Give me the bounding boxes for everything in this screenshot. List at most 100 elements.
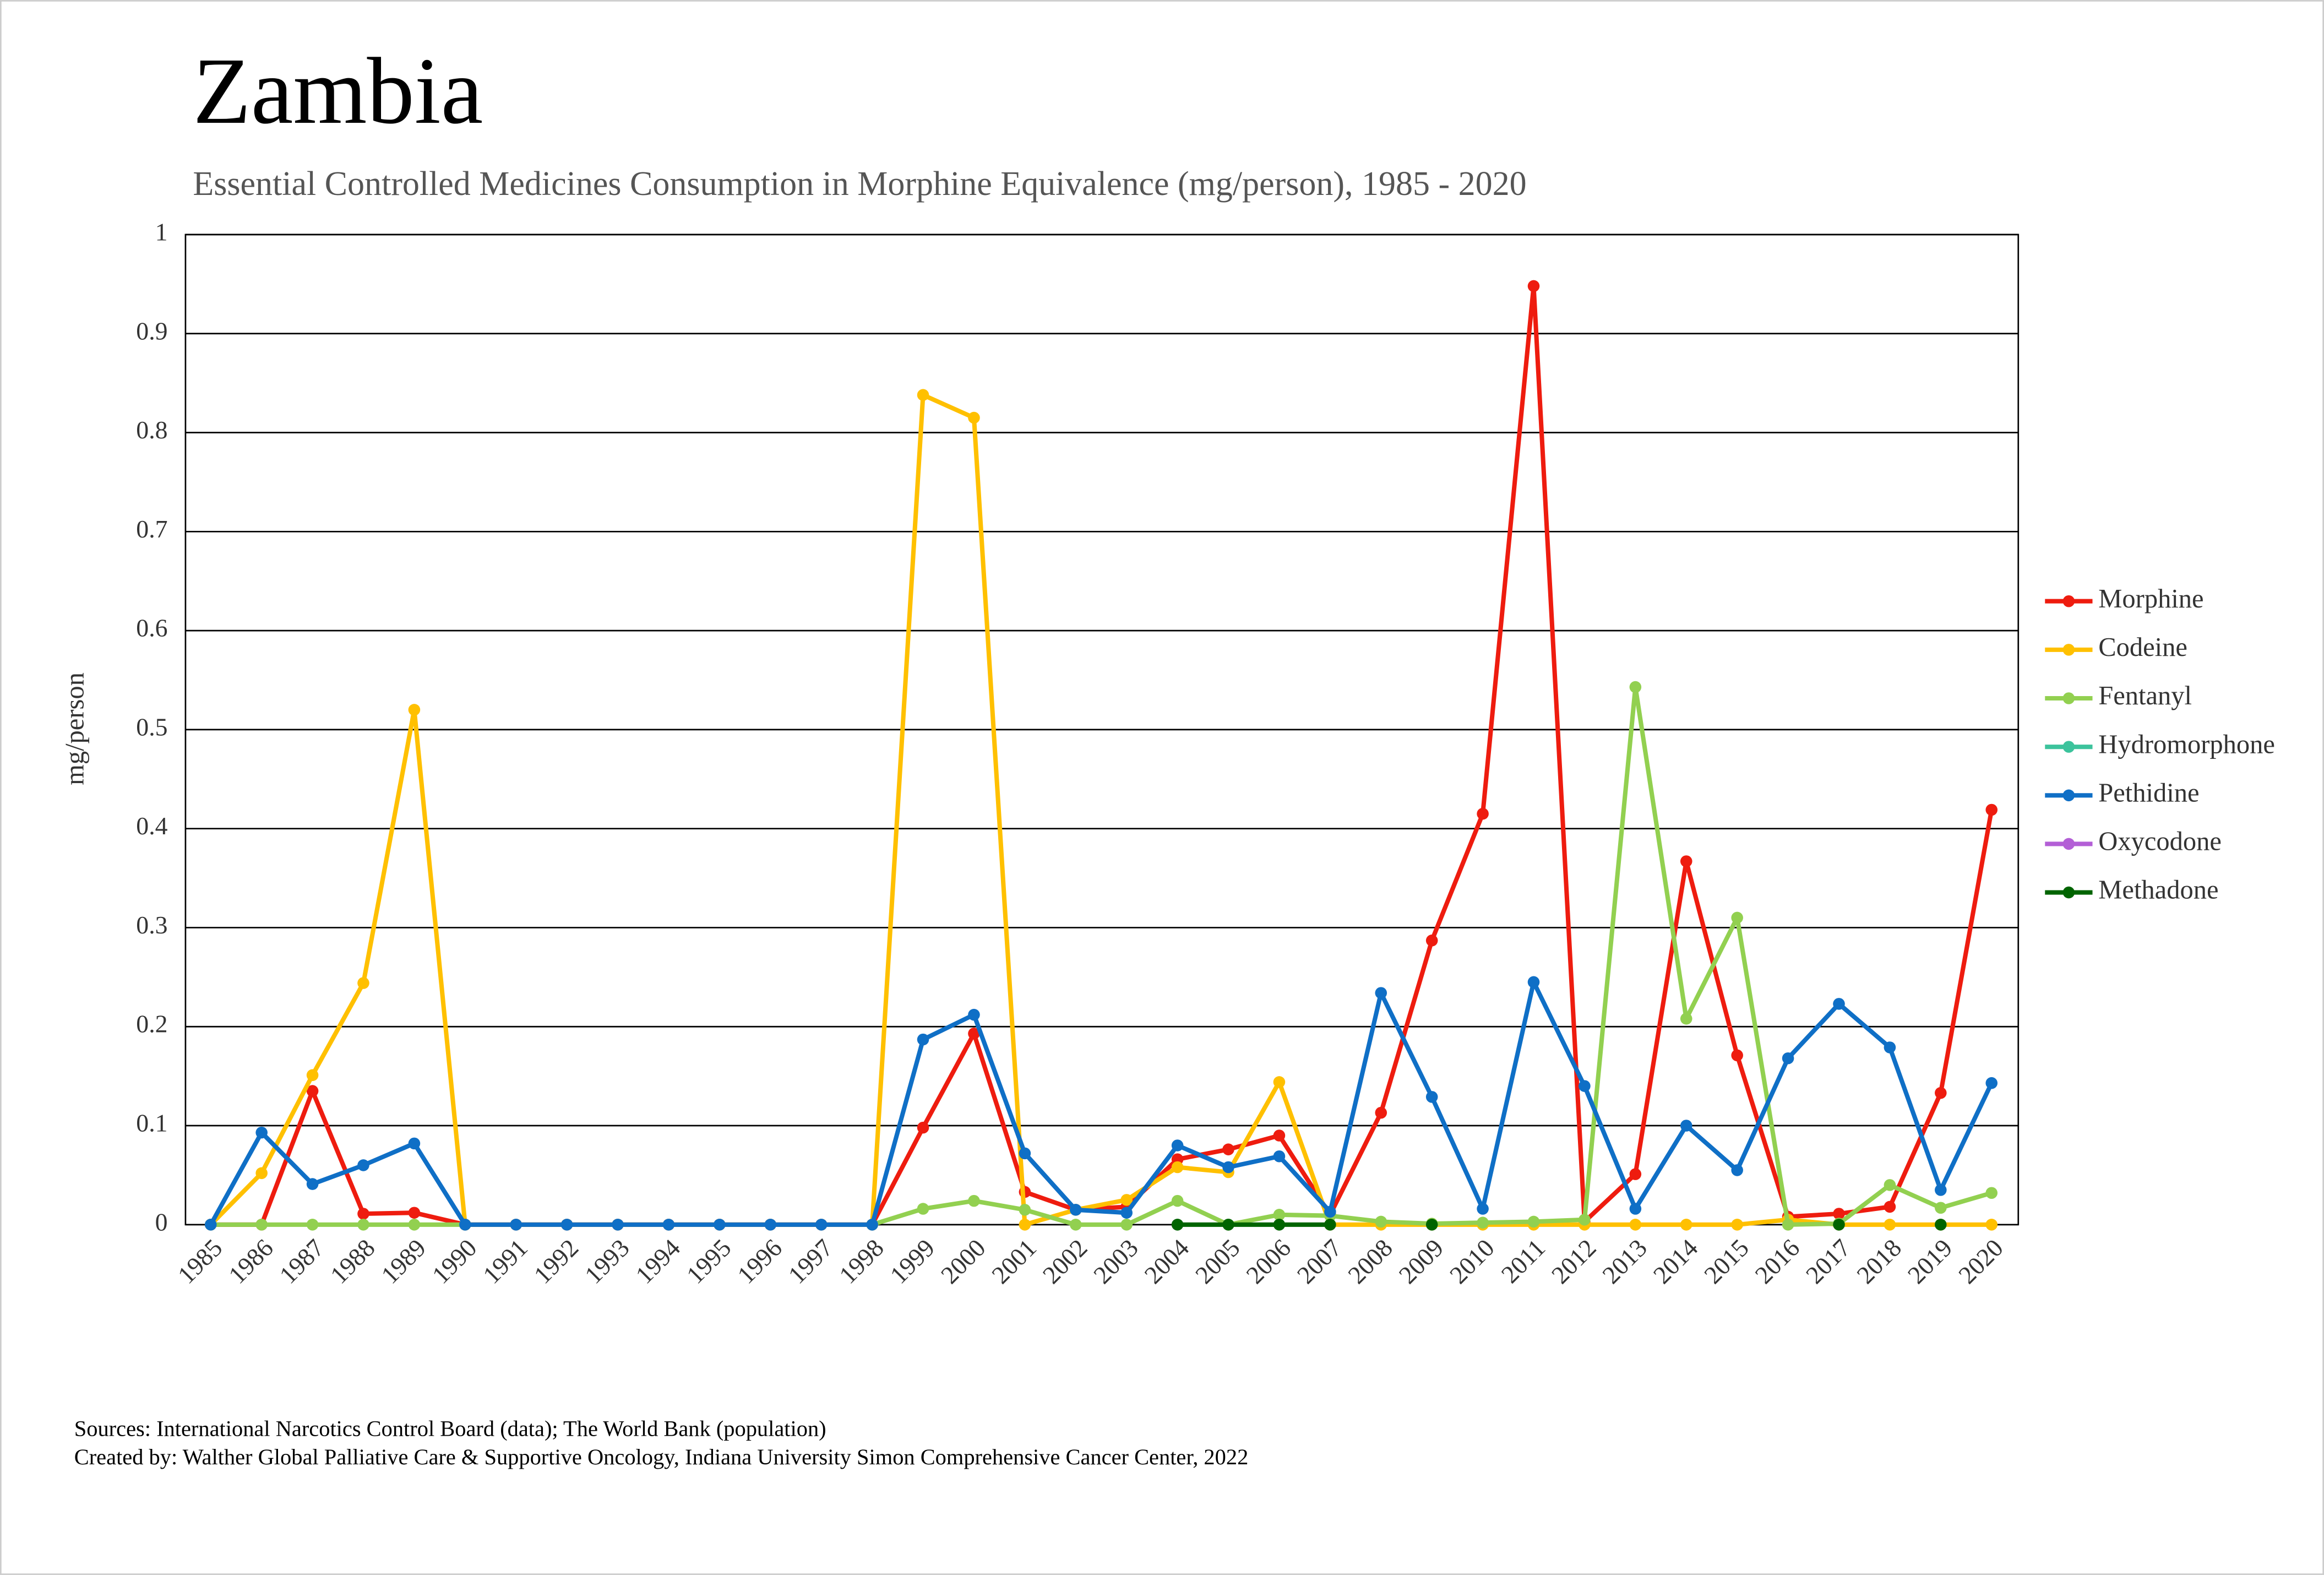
y-tick-label: 1 — [155, 218, 168, 246]
data-point — [1935, 1219, 1947, 1231]
y-tick-label: 0.3 — [136, 911, 167, 939]
data-point — [1477, 1216, 1489, 1229]
data-point — [1884, 1041, 1896, 1053]
data-point — [1120, 1219, 1133, 1231]
data-point — [408, 704, 421, 716]
data-point — [1782, 1219, 1794, 1231]
data-point — [1120, 1194, 1133, 1206]
legend-marker — [2062, 789, 2075, 802]
data-point — [1680, 855, 1692, 867]
y-tick-label: 0.8 — [136, 416, 167, 444]
data-point — [1324, 1205, 1336, 1218]
data-point — [1019, 1147, 1031, 1160]
data-point — [917, 1203, 929, 1215]
data-point — [1731, 1219, 1743, 1231]
data-point — [1629, 1219, 1642, 1231]
data-point — [1935, 1087, 1947, 1099]
data-point — [1985, 1219, 1998, 1231]
data-point — [968, 1028, 980, 1040]
legend-label: Oxycodone — [2098, 827, 2222, 856]
y-tick-label: 0.7 — [136, 515, 167, 543]
legend-label: Methadone — [2098, 876, 2218, 905]
chart-subtitle: Essential Controlled Medicines Consumpti… — [193, 165, 1526, 203]
data-point — [1680, 1219, 1692, 1231]
data-point — [1019, 1204, 1031, 1216]
data-point — [1985, 803, 1998, 816]
data-point — [357, 1219, 369, 1231]
data-point — [306, 1219, 319, 1231]
data-point — [1222, 1219, 1234, 1231]
data-point — [917, 1033, 929, 1046]
data-point — [1425, 935, 1438, 947]
data-point — [255, 1126, 268, 1139]
legend-marker — [2062, 644, 2075, 656]
data-point — [1579, 1080, 1591, 1092]
data-point — [408, 1207, 421, 1219]
data-point — [1171, 1194, 1184, 1207]
data-point — [1985, 1077, 1998, 1089]
data-point — [306, 1069, 319, 1082]
data-point — [1375, 987, 1387, 999]
legend-marker — [2062, 692, 2075, 704]
data-point — [968, 411, 980, 424]
data-point — [306, 1178, 319, 1190]
data-point — [1477, 1203, 1489, 1215]
y-tick-label: 0 — [155, 1208, 168, 1236]
data-point — [1273, 1150, 1286, 1163]
data-point — [255, 1167, 268, 1180]
data-point — [1629, 1168, 1642, 1180]
data-point — [357, 1159, 369, 1171]
data-point — [1375, 1106, 1387, 1119]
y-axis-label: mg/person — [60, 672, 89, 785]
data-point — [459, 1219, 471, 1231]
legend-label: Hydromorphone — [2098, 730, 2275, 759]
data-point — [1935, 1202, 1947, 1214]
data-point — [306, 1085, 319, 1097]
legend-label: Morphine — [2098, 584, 2203, 613]
data-point — [1324, 1219, 1336, 1231]
data-point — [1731, 1164, 1743, 1176]
y-tick-label: 0.6 — [136, 614, 167, 642]
data-point — [1273, 1129, 1286, 1142]
data-point — [1120, 1207, 1133, 1219]
data-point — [1527, 1215, 1540, 1228]
data-point — [1527, 976, 1540, 989]
data-point — [1222, 1161, 1234, 1174]
data-point — [1171, 1161, 1184, 1174]
data-point — [1222, 1143, 1234, 1155]
data-point — [357, 1208, 369, 1220]
data-point — [1273, 1209, 1286, 1221]
data-point — [357, 977, 369, 989]
legend-marker — [2062, 886, 2075, 899]
data-point — [1782, 1052, 1794, 1065]
data-point — [1884, 1201, 1896, 1213]
y-tick-label: 0.2 — [136, 1010, 167, 1038]
data-point — [866, 1219, 878, 1231]
data-point — [1375, 1215, 1387, 1228]
data-point — [1731, 1049, 1743, 1062]
legend-marker — [2062, 595, 2075, 607]
data-point — [1884, 1219, 1896, 1231]
data-point — [1629, 681, 1642, 693]
data-point — [917, 1121, 929, 1134]
legend-label: Pethidine — [2098, 778, 2199, 807]
source-note: Sources: International Narcotics Control… — [74, 1416, 826, 1441]
data-point — [1425, 1091, 1438, 1103]
data-point — [968, 1194, 980, 1207]
data-point — [1579, 1214, 1591, 1226]
data-point — [1833, 998, 1845, 1010]
y-tick-label: 0.5 — [136, 713, 167, 741]
chart-title: Zambia — [193, 39, 483, 144]
data-point — [917, 389, 929, 401]
data-point — [1019, 1219, 1031, 1231]
data-point — [1985, 1187, 1998, 1199]
data-point — [560, 1219, 573, 1231]
data-point — [1273, 1076, 1286, 1088]
data-point — [1680, 1120, 1692, 1132]
y-tick-label: 0.4 — [136, 812, 167, 840]
legend-marker — [2062, 741, 2075, 753]
data-point — [1171, 1219, 1184, 1231]
